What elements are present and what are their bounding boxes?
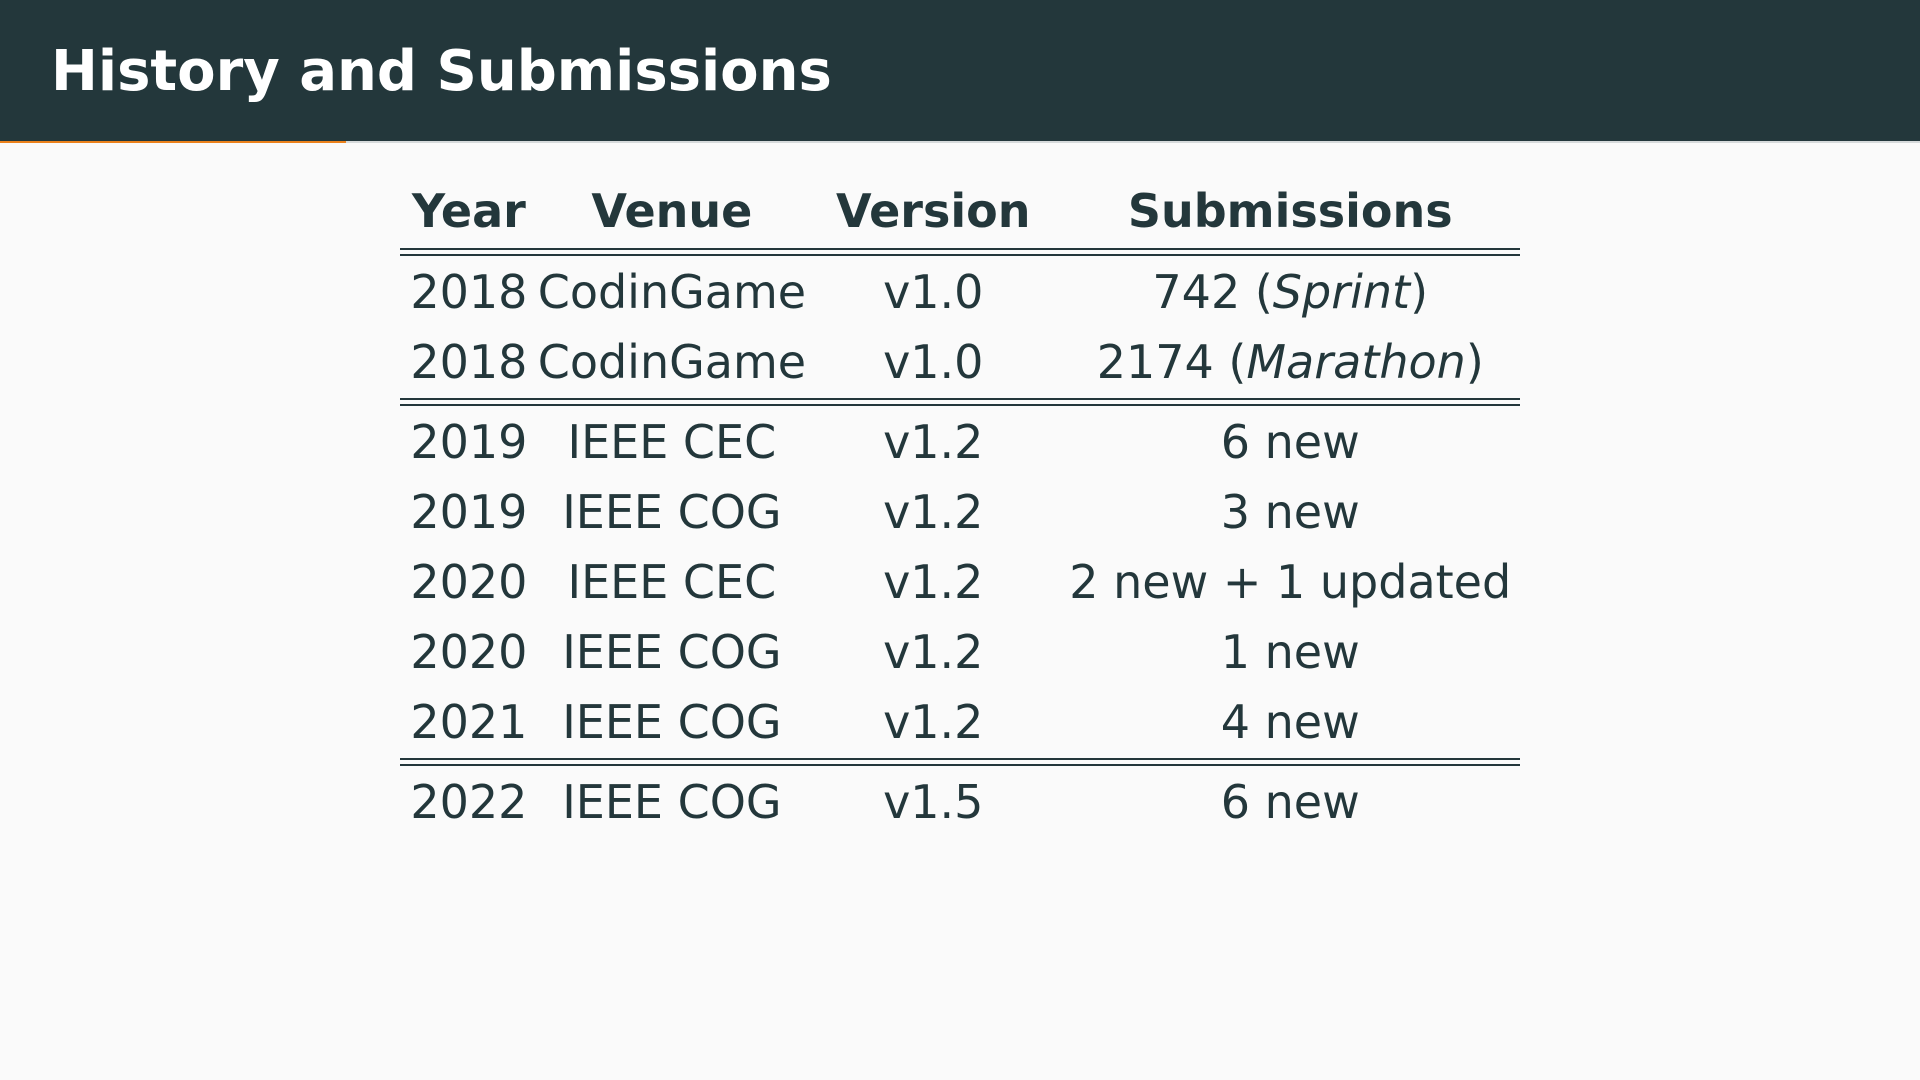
cell-venue: CodinGame (537, 335, 807, 389)
double-rule-separator (400, 247, 1520, 257)
cell-year: 2021 (410, 695, 528, 749)
submission-track-note: Sprint (1272, 265, 1411, 319)
double-rule-separator (400, 757, 1520, 767)
cell-year: 2019 (410, 485, 528, 539)
header-year: Year (411, 184, 526, 238)
submissions-table: Year Venue Version Submissions 2018 Codin… (400, 175, 1520, 837)
cell-submissions: 6 new (1060, 767, 1520, 837)
table-body: 2018 CodinGame v1.0 742 (Sprint) 2018 CodinGa… (400, 247, 1520, 837)
cell-year: 2022 (410, 775, 528, 829)
submission-count: 742 (1152, 265, 1241, 319)
table-row: 2020 IEEE CEC v1.2 2 new + 1 updated (400, 547, 1520, 617)
header-submissions: Submissions (1127, 184, 1453, 238)
header-version: Version (836, 184, 1031, 238)
table-row: 2018 CodinGame v1.0 2174 (Marathon) (400, 327, 1520, 397)
table-row: 2020 IEEE COG v1.2 1 new (400, 617, 1520, 687)
cell-version: v1.2 (883, 415, 984, 469)
submissions-table-container: Year Venue Version Submissions 2018 Codin… (400, 175, 1520, 837)
table-row: 2019 IEEE COG v1.2 3 new (400, 477, 1520, 547)
cell-venue: IEEE CEC (567, 555, 777, 609)
table-header-row: Year Venue Version Submissions (400, 175, 1520, 247)
submission-count: 6 new (1220, 415, 1360, 469)
cell-venue: IEEE COG (562, 485, 782, 539)
cell-version: v1.2 (883, 485, 984, 539)
cell-submissions: 742 (Sprint) (1152, 265, 1429, 319)
table-row: 2022 IEEE COG v1.5 6 new (400, 767, 1520, 837)
slide-title: History and Submissions (51, 39, 832, 104)
progress-bar (0, 141, 1920, 143)
cell-venue: CodinGame (537, 265, 807, 319)
submission-count: 1 new (1220, 625, 1360, 679)
cell-submissions: 2174 (Marathon) (1096, 335, 1484, 389)
cell-version: v1.2 (883, 695, 984, 749)
submission-count: 2 new + 1 updated (1069, 555, 1512, 609)
table-row: 2018 CodinGame v1.0 742 (Sprint) (400, 257, 1520, 327)
submission-track-note: Marathon (1246, 335, 1466, 389)
cell-submissions: 3 new (1060, 477, 1520, 547)
cell-venue: IEEE CEC (567, 415, 777, 469)
cell-venue: IEEE COG (562, 775, 782, 829)
cell-submissions: 1 new (1060, 617, 1520, 687)
cell-year: 2019 (410, 415, 528, 469)
cell-venue: IEEE COG (562, 695, 782, 749)
cell-version: v1.0 (883, 265, 984, 319)
cell-version: v1.2 (883, 555, 984, 609)
cell-version: v1.0 (883, 335, 984, 389)
cell-submissions: 4 new (1060, 687, 1520, 757)
cell-venue: IEEE COG (562, 625, 782, 679)
double-rule (400, 247, 1520, 257)
cell-year: 2020 (410, 625, 528, 679)
cell-version: v1.5 (883, 775, 984, 829)
progress-bar-fill (0, 141, 346, 143)
cell-year: 2020 (410, 555, 528, 609)
double-rule-separator (400, 397, 1520, 407)
table-row: 2019 IEEE CEC v1.2 6 new (400, 407, 1520, 477)
table-row: 2021 IEEE COG v1.2 4 new (400, 687, 1520, 757)
double-rule (400, 397, 1520, 407)
submission-count: 3 new (1220, 485, 1360, 539)
submission-count: 6 new (1220, 775, 1360, 829)
slide-header: History and Submissions (0, 0, 1920, 141)
cell-year: 2018 (410, 265, 528, 319)
cell-submissions: 6 new (1060, 407, 1520, 477)
double-rule (400, 757, 1520, 767)
cell-year: 2018 (410, 335, 528, 389)
submission-count: 2174 (1096, 335, 1214, 389)
cell-version: v1.2 (883, 625, 984, 679)
submission-count: 4 new (1220, 695, 1360, 749)
cell-submissions: 2 new + 1 updated (1060, 547, 1520, 617)
header-venue: Venue (591, 184, 753, 238)
